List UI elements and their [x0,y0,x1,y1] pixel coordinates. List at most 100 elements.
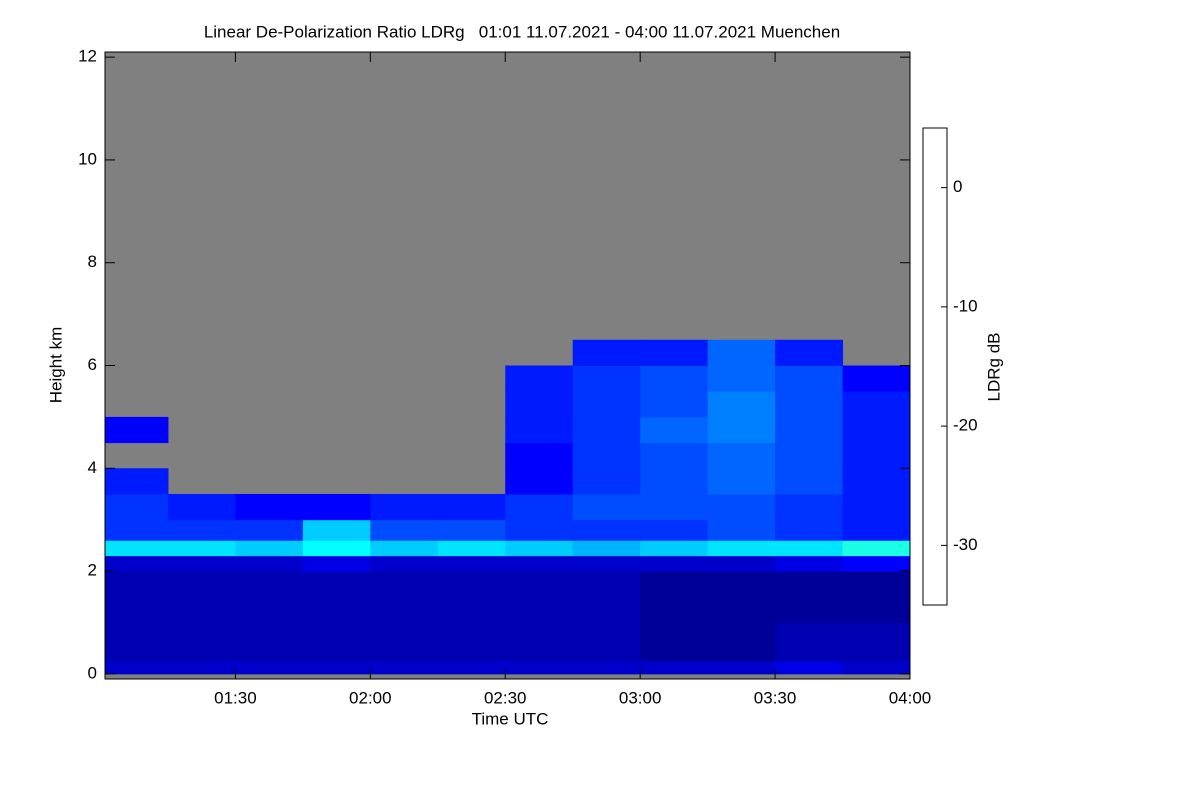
heatmap-cell [707,661,776,675]
heatmap-cell [775,622,844,662]
heatmap-cell [707,519,776,541]
heatmap-cell [707,571,776,623]
heatmap-cell [302,571,371,623]
heatmap-cell [167,519,236,541]
heatmap-cell [437,622,506,662]
heatmap-cell [235,571,304,623]
heatmap-cell [640,391,709,418]
heatmap-cell [572,339,641,366]
heatmap-cell [167,571,236,623]
heatmap-cell [640,519,709,541]
heatmap-cell [505,468,574,495]
heatmap-cell [572,555,641,572]
heatmap-cell [707,540,776,557]
heatmap-cell [235,555,304,572]
heatmap-cell [437,519,506,541]
heatmap-cell [842,493,911,521]
heatmap-cell [505,555,574,572]
heatmap-cell [572,622,641,662]
heatmap-cell [572,571,641,623]
heatmap-cell [640,468,709,495]
heatmap-cell [572,493,641,521]
heatmap-cell [707,468,776,495]
heatmap-cell [775,416,844,444]
heatmap-cell [842,468,911,495]
heatmap-cell [167,540,236,557]
colorbar-label: LDRg dB [984,333,1003,402]
heatmap-cell [105,416,169,444]
heatmap-cell [167,661,236,675]
y-tick-label: 12 [78,47,97,66]
heatmap-cell [842,519,911,541]
heatmap-cell [572,391,641,418]
heatmap-cell [640,339,709,366]
heatmap-cell [775,339,844,366]
heatmap-cell [105,571,169,623]
heatmap-cell [640,661,709,675]
heatmap-cell [505,519,574,541]
colorbar [922,127,948,606]
heatmap-cell [105,661,169,675]
x-tick-label: 02:00 [349,688,392,707]
heatmap-cell [572,468,641,495]
chart-title: Linear De-Polarization Ratio LDRg 01:01 … [204,22,840,41]
heatmap-cell [707,442,776,469]
heatmap-cell [370,540,439,557]
heatmap-cell [167,493,236,521]
heatmap-cell [437,571,506,623]
heatmap-cell [572,416,641,444]
y-tick-label: 6 [88,355,97,374]
heatmap-cell [105,622,169,662]
y-tick-label: 8 [88,252,97,271]
heatmap-cell [370,571,439,623]
heatmap [105,52,911,679]
heatmap-cell [842,365,911,392]
heatmap-cell [707,365,776,392]
heatmap-cell [842,540,911,557]
heatmap-cell [437,540,506,557]
colorbar-tick-label: -30 [953,535,978,554]
heatmap-cell [302,493,371,521]
y-tick-label: 4 [88,458,97,477]
heatmap-cell [370,493,439,521]
heatmap-cell [505,622,574,662]
heatmap-cell [167,622,236,662]
heatmap-cell [640,416,709,444]
heatmap-cell [370,661,439,675]
heatmap-cell [842,571,911,623]
heatmap-cell [842,416,911,444]
heatmap-cell [775,555,844,572]
heatmap-cell [707,391,776,418]
heatmap-cell [572,365,641,392]
heatmap-cell [105,468,169,495]
heatmap-cell [640,493,709,521]
heatmap-cell [302,540,371,557]
y-tick-label: 2 [88,561,97,580]
x-tick-label: 04:00 [889,688,932,707]
heatmap-cell [775,540,844,557]
heatmap-cell [505,391,574,418]
heatmap-cell [572,442,641,469]
heatmap-cell [437,555,506,572]
heatmap-cell [370,555,439,572]
heatmap-cell [167,555,236,572]
heatmap-cell [105,519,169,541]
heatmap-cell [572,519,641,541]
heatmap-cell [572,540,641,557]
heatmap-cell [302,555,371,572]
heatmap-cell [775,365,844,392]
heatmap-cell [302,622,371,662]
heatmap-cell [505,493,574,521]
colorbar-tick-label: -20 [953,416,978,435]
heatmap-cell [302,519,371,541]
heatmap-cell [842,555,911,572]
heatmap-cell [235,622,304,662]
heatmap-cell [707,622,776,662]
heatmap-cell [370,519,439,541]
heatmap-cell [437,493,506,521]
x-axis-label: Time UTC [472,709,549,728]
colorbar-tick-label: -10 [953,296,978,315]
heatmap-cell [505,571,574,623]
heatmap-cell [775,519,844,541]
